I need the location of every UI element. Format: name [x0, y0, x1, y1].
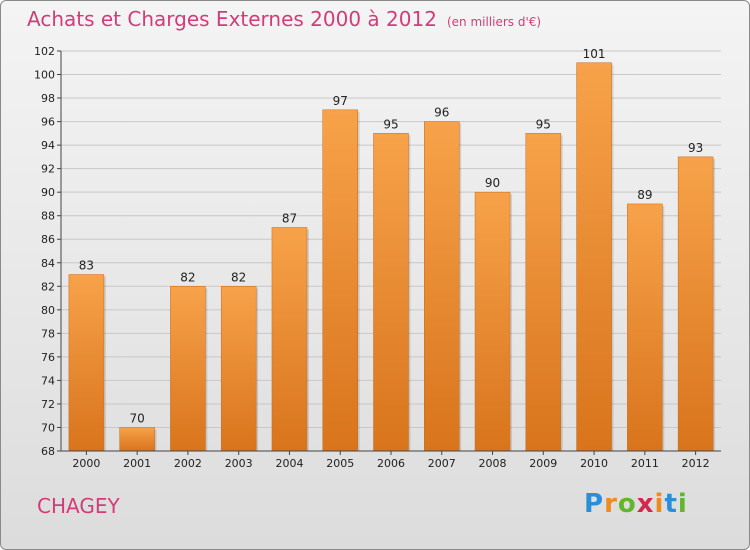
bar-value-label: 96	[434, 106, 449, 120]
logo-letter: i	[677, 489, 688, 519]
bar	[525, 133, 562, 452]
bar	[170, 286, 206, 452]
bar	[627, 203, 663, 452]
x-tick-label: 2007	[428, 457, 456, 470]
bar-value-label: 82	[180, 270, 195, 284]
y-tick-label: 78	[41, 327, 55, 340]
bar	[677, 156, 714, 452]
y-tick-label: 94	[41, 139, 55, 152]
logo-letter: i	[654, 489, 665, 519]
logo-letter: P	[584, 489, 605, 519]
y-tick-label: 88	[41, 210, 55, 223]
y-tick-label: 72	[41, 398, 55, 411]
y-tick-label: 96	[41, 116, 55, 129]
unit-note: (en milliers d'€)	[446, 15, 542, 29]
y-tick-label: 92	[41, 163, 55, 176]
logo-letter: t	[664, 489, 678, 519]
y-tick-label: 70	[41, 421, 55, 434]
y-tick-label: 90	[41, 186, 55, 199]
x-axis: 2000 2001 2002 2003 2004 2005 2006 2007 2008 2009…	[61, 450, 721, 470]
bar-value-label: 83	[79, 259, 94, 273]
bar-value-label: 90	[485, 176, 500, 190]
bar-value-label: 95	[536, 117, 551, 131]
bar-value-label: 95	[383, 117, 398, 131]
y-tick-label: 102	[34, 45, 55, 58]
bar	[322, 109, 358, 452]
x-tick-label: 2012	[682, 457, 710, 470]
logo-letter: x	[636, 489, 655, 519]
x-tick-label: 2001	[123, 457, 151, 470]
bar	[271, 227, 308, 452]
bar	[119, 427, 155, 452]
bar	[474, 191, 511, 452]
chart-title: Achats et Charges Externes 2000 à 2012 (e…	[27, 7, 541, 31]
y-tick-label: 100	[34, 69, 55, 82]
logo-letter: r	[604, 489, 618, 519]
y-tick-label: 98	[41, 92, 55, 105]
bar-value-label: 70	[130, 411, 145, 425]
bars: 83 70 82 82 87 97 95 96 90 95 101 89 93	[68, 47, 716, 452]
y-tick-label: 74	[41, 374, 55, 387]
y-tick-label: 86	[41, 233, 55, 246]
bar	[576, 62, 612, 452]
y-tick-label: 76	[41, 351, 55, 364]
x-tick-label: 2002	[174, 457, 202, 470]
x-tick-label: 2010	[580, 457, 608, 470]
bar	[220, 286, 257, 452]
y-tick-label: 82	[41, 280, 55, 293]
bar-value-label: 101	[583, 47, 606, 61]
x-tick-label: 2008	[479, 457, 507, 470]
y-axis: 68 70 72 74 76 78 80 82 84 86 88 90 92 94 96 98 100 102	[34, 45, 62, 458]
x-tick-label: 2005	[326, 457, 354, 470]
x-tick-label: 2004	[275, 457, 303, 470]
chart-title-text: Achats et Charges Externes 2000 à 2012	[27, 7, 437, 31]
y-tick-label: 84	[41, 257, 55, 270]
bar	[68, 274, 105, 452]
bar	[424, 121, 460, 452]
bar-value-label: 82	[231, 270, 246, 284]
bar-value-label: 87	[282, 211, 297, 225]
x-tick-label: 2000	[72, 457, 100, 470]
y-tick-label: 68	[41, 445, 55, 458]
bar-value-label: 93	[688, 141, 703, 155]
bar-value-label: 97	[333, 94, 348, 108]
bar	[373, 133, 409, 452]
bar-value-label: 89	[637, 188, 652, 202]
x-tick-label: 2011	[631, 457, 659, 470]
logo-letter: o	[617, 489, 637, 519]
x-tick-label: 2009	[529, 457, 557, 470]
x-tick-label: 2003	[225, 457, 253, 470]
commune-name: CHAGEY	[37, 494, 120, 518]
y-tick-label: 80	[41, 304, 55, 317]
x-tick-label: 2006	[377, 457, 405, 470]
proxiti-logo[interactable]: Proxiti	[584, 489, 688, 519]
